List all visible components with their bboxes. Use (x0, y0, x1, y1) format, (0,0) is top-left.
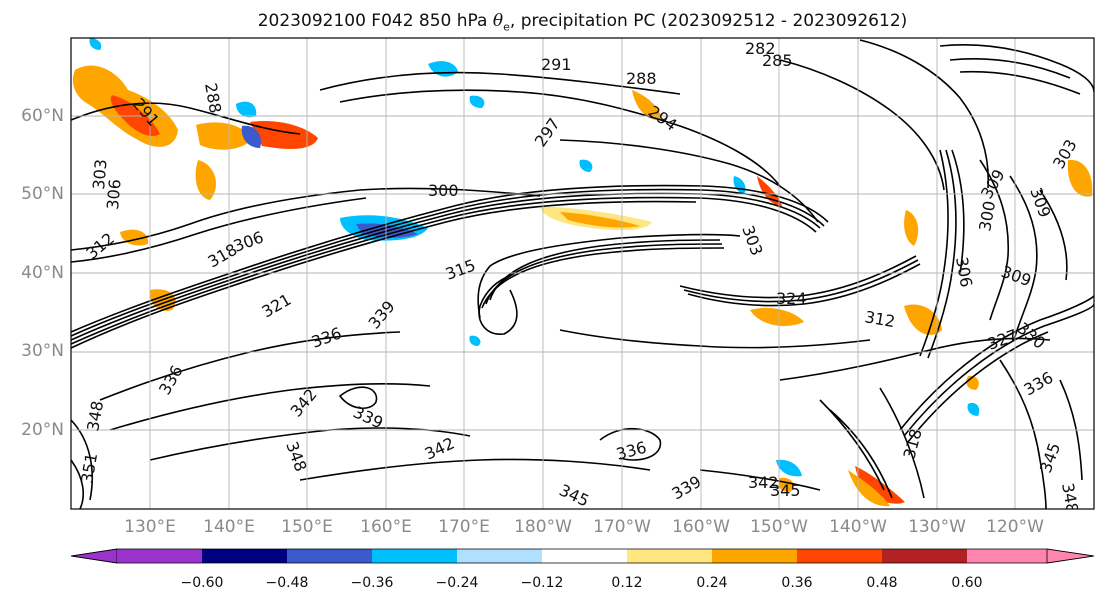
colorbar-segment-9 (882, 549, 967, 563)
theta-e-contours (71, 39, 1094, 509)
lon-label-130e: 130°E (124, 517, 176, 537)
lon-label-150e: 150°E (281, 517, 333, 537)
map-frame (70, 37, 1095, 510)
lon-label-140e: 140°E (203, 517, 255, 537)
contour-label-291-north: 291 (541, 55, 572, 74)
colorbar-tick-0.48: 0.48 (866, 575, 898, 591)
colorbar-segment-0b (117, 549, 202, 563)
contour-label-285: 285 (762, 51, 793, 70)
contour-label-282: 282 (745, 39, 776, 58)
contour-label-300: 300 (428, 181, 459, 200)
colorbar-segment-10 (967, 549, 1047, 563)
lat-label-30n: 30°N (21, 341, 64, 361)
colorbar-tick-0.60: 0.60 (951, 575, 983, 591)
lat-label-40n: 40°N (21, 263, 64, 283)
colorbar-tick--0.12: −0.12 (520, 575, 564, 591)
colorbar-tick-0.24: 0.24 (696, 575, 728, 591)
colorbar-segment-10b (1046, 548, 1095, 564)
lon-label-150w: 150°W (750, 517, 808, 537)
title-prefix: 2023092100 F042 850 hPa (257, 11, 493, 31)
colorbar-outline (70, 548, 1095, 564)
theta-subscript: e (503, 20, 510, 34)
theta-symbol: θ (492, 11, 504, 31)
lat-label-50n: 50°N (21, 184, 64, 204)
lon-label-170w: 170°W (593, 517, 651, 537)
colorbar-tick--0.24: −0.24 (435, 575, 479, 591)
colorbar (70, 548, 1095, 564)
contour-label-303-west: 303 (89, 158, 111, 190)
colorbar-tick--0.36: −0.36 (350, 575, 394, 591)
map-plot-area: 282 285 291 288 297 291 288 294 303 306 … (71, 38, 1094, 514)
colorbar-segment-6 (627, 549, 712, 563)
title-suffix: , precipitation PC (2023092512 - 2023092… (509, 11, 908, 31)
colorbar-tick-0.36: 0.36 (781, 575, 813, 591)
colorbar-segment-5 (542, 549, 627, 563)
contour-label-348-c: 348 (1058, 481, 1082, 514)
colorbar-segment-1 (202, 549, 287, 563)
lon-label-170e: 170°E (438, 517, 490, 537)
contour-label-345-b: 345 (770, 481, 801, 500)
lon-label-160e: 160°E (360, 517, 412, 537)
colorbar-segment-3 (372, 549, 457, 563)
colorbar-segment-8 (797, 549, 882, 563)
lon-label-180w: 180°W (514, 517, 572, 537)
lon-label-140w: 140°W (829, 517, 887, 537)
lon-label-130w: 130°W (908, 517, 966, 537)
lat-label-60n: 60°N (21, 106, 64, 126)
colorbar-tick--0.60: −0.60 (180, 575, 224, 591)
colorbar-segment-2 (287, 549, 372, 563)
contour-label-288: 288 (626, 69, 657, 88)
colorbar-tick-0.12: 0.12 (611, 575, 643, 591)
colorbar-segment-0 (70, 548, 118, 564)
map-title: 2023092100 F042 850 hPa θe, precipitatio… (0, 11, 1105, 33)
contour-label-306-west: 306 (103, 178, 125, 210)
graticule (71, 38, 1094, 509)
colorbar-segment-7 (712, 549, 797, 563)
contour-label-324: 324 (776, 289, 807, 308)
lon-label-120w: 120°W (986, 517, 1044, 537)
lon-label-160w: 160°W (672, 517, 730, 537)
colorbar-tick--0.48: −0.48 (265, 575, 309, 591)
lat-label-20n: 20°N (21, 420, 64, 440)
colorbar-segment-4 (457, 549, 542, 563)
contour-label-342-c: 342 (748, 473, 779, 492)
